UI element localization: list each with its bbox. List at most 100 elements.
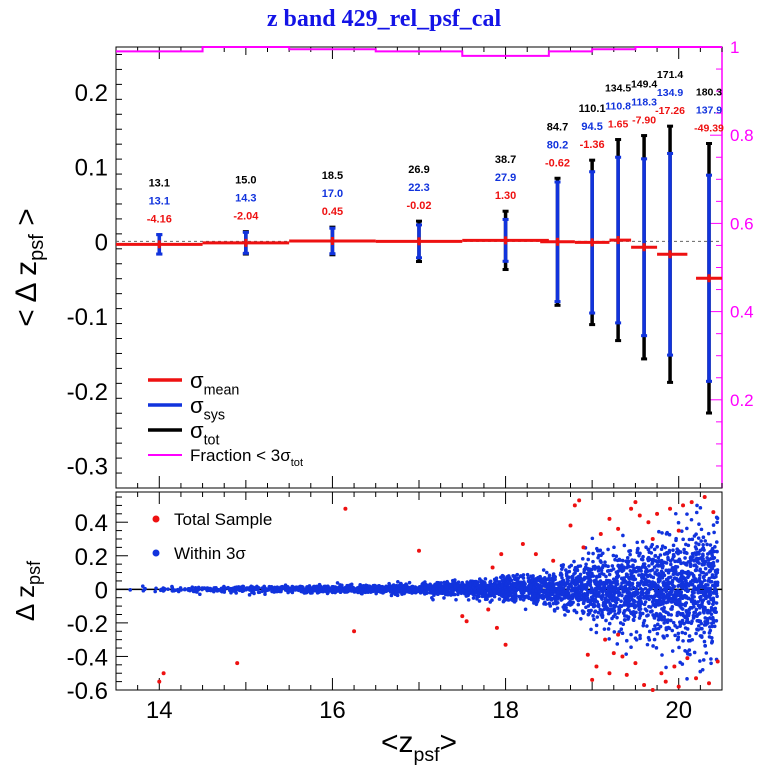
within-3sigma-point (690, 598, 695, 603)
within-3sigma-point (561, 592, 566, 596)
within-3sigma-point (466, 598, 471, 602)
within-3sigma-point (500, 578, 505, 582)
within-3sigma-point (715, 594, 719, 599)
within-3sigma-point (629, 645, 633, 650)
within-3sigma-point (610, 564, 615, 568)
within-3sigma-point (692, 590, 696, 595)
within-3sigma-point (711, 523, 716, 527)
bin-label: -0.02 (406, 200, 431, 212)
bin-label: 27.9 (495, 172, 516, 184)
sigma-cap (242, 230, 249, 234)
within-3sigma-point (682, 550, 687, 555)
within-3sigma-point (559, 572, 564, 577)
within-3sigma-point (444, 584, 449, 589)
within-3sigma-point (586, 551, 591, 556)
within-3sigma-point (587, 589, 592, 594)
within-3sigma-point (486, 586, 490, 590)
within-3sigma-point (699, 621, 704, 626)
within-3sigma-point (200, 587, 204, 592)
within-3sigma-point (475, 582, 480, 586)
within-3sigma-point (603, 596, 608, 601)
within-3sigma-point (498, 575, 503, 580)
bin-label: 137.9 (696, 104, 722, 116)
within-3sigma-point (613, 612, 617, 617)
within-3sigma-point (622, 600, 627, 605)
within-3sigma-point (497, 580, 502, 584)
sigma-cap (706, 379, 713, 383)
within-3sigma-point (685, 589, 690, 593)
within-3sigma-point (682, 547, 686, 552)
within-3sigma-point (591, 574, 596, 578)
legend-label: Fraction < 3σtot (190, 446, 303, 469)
within-3sigma-point (705, 556, 709, 560)
within-3sigma-point (712, 530, 716, 535)
within-3sigma-point (695, 627, 699, 632)
within-3sigma-point (482, 583, 487, 587)
within-3sigma-point (615, 615, 619, 620)
within-3sigma-point (658, 624, 663, 629)
sigma-cap (706, 173, 713, 177)
within-3sigma-point (247, 593, 252, 597)
within-3sigma-point (639, 579, 644, 583)
sigma-cap (502, 217, 509, 221)
within-3sigma-point (477, 599, 482, 603)
within-3sigma-point (698, 595, 702, 600)
within-3sigma-point (676, 520, 681, 525)
bin-label: 134.9 (657, 87, 683, 99)
within-3sigma-point (333, 587, 337, 591)
within-3sigma-point (605, 606, 610, 610)
within-3sigma-point (644, 593, 649, 598)
within-3sigma-point (499, 593, 504, 598)
within-3sigma-point (183, 587, 187, 591)
within-3sigma-point (598, 548, 603, 553)
within-3sigma-point (521, 598, 526, 602)
within-3sigma-point (685, 677, 689, 681)
within-3sigma-point (195, 590, 199, 594)
within-3sigma-point (699, 634, 704, 638)
within-3sigma-point (709, 616, 714, 621)
within-3sigma-point (631, 618, 636, 622)
within-3sigma-point (623, 597, 628, 601)
within-3sigma-point (644, 545, 648, 550)
within-3sigma-point (697, 522, 701, 526)
within-3sigma-point (597, 591, 601, 596)
within-3sigma-point (687, 634, 692, 638)
total-sample-point (157, 679, 162, 684)
within-3sigma-point (628, 569, 633, 573)
within-3sigma-point (496, 584, 500, 588)
within-3sigma-point (515, 572, 520, 577)
sigma-cap (416, 219, 422, 223)
within-3sigma-point (669, 592, 673, 597)
within-3sigma-point (703, 643, 707, 648)
within-3sigma-point (563, 613, 567, 617)
within-3sigma-point (617, 591, 622, 596)
sigma-cap (554, 176, 561, 180)
within-3sigma-point (645, 624, 649, 628)
within-3sigma-point (356, 590, 361, 595)
within-3sigma-point (649, 574, 654, 579)
within-3sigma-point (301, 590, 306, 594)
total-sample-point (464, 619, 469, 624)
within-3sigma-point (524, 594, 528, 599)
within-3sigma-point (666, 557, 670, 562)
within-3sigma-point (526, 576, 531, 580)
within-3sigma-point (645, 642, 650, 647)
within-3sigma-point (606, 611, 611, 616)
within-3sigma-point (431, 590, 435, 595)
within-3sigma-point (640, 557, 645, 562)
within-3sigma-point (671, 554, 676, 559)
within-3sigma-point (708, 625, 712, 629)
within-3sigma-point (431, 587, 436, 591)
within-3sigma-point (621, 533, 625, 538)
within-3sigma-point (670, 628, 675, 633)
within-3sigma-point (610, 616, 614, 621)
bin-label: 171.4 (657, 69, 683, 81)
within-3sigma-point (710, 575, 714, 579)
within-3sigma-point (715, 520, 719, 525)
within-3sigma-point (650, 568, 655, 572)
within-3sigma-point (546, 577, 551, 582)
total-sample-point (702, 495, 707, 500)
within-3sigma-point (618, 621, 623, 625)
within-3sigma-point (687, 537, 692, 542)
within-3sigma-point (628, 593, 632, 597)
